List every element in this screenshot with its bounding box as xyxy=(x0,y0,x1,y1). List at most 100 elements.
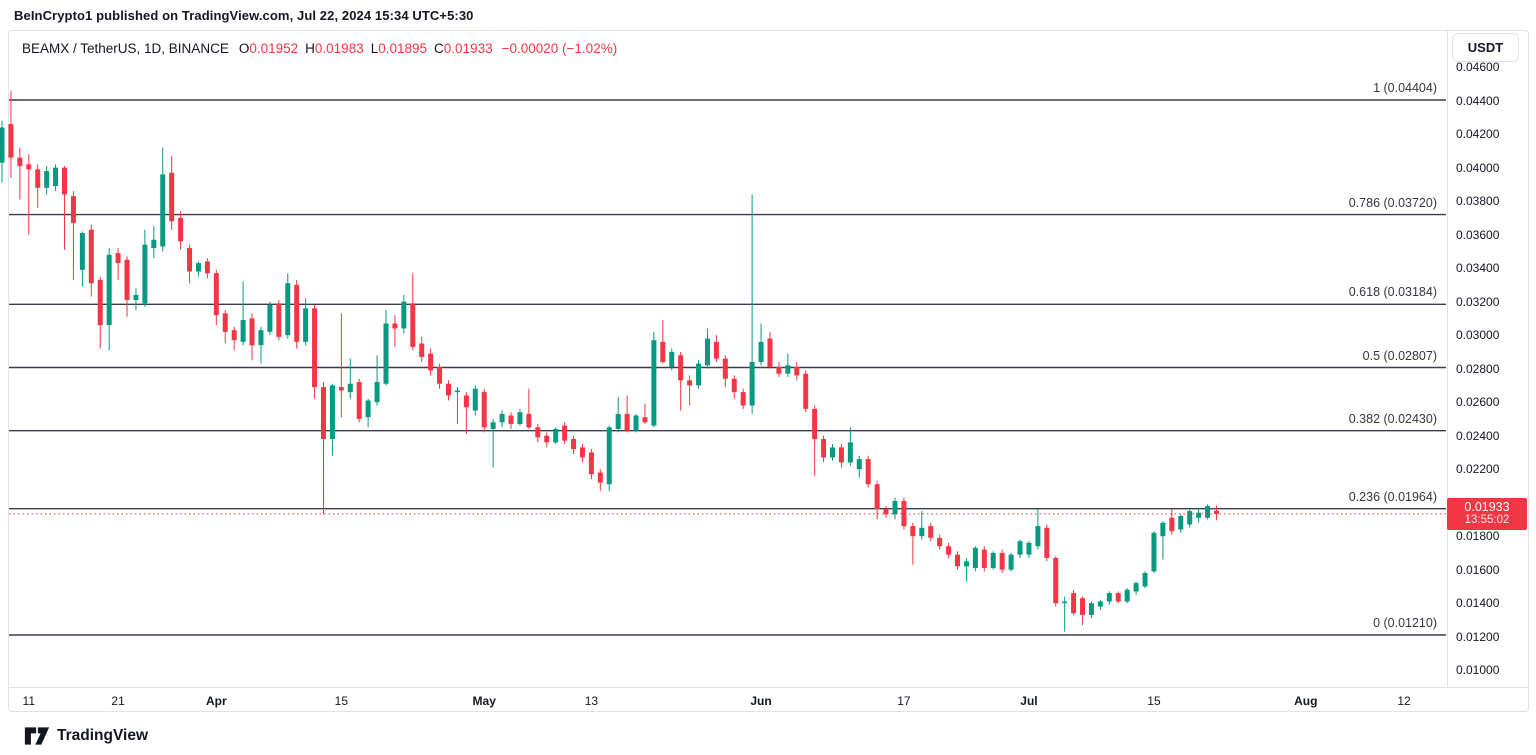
candle-body xyxy=(1205,506,1211,518)
candle-body xyxy=(1115,593,1121,602)
candle-body xyxy=(633,415,639,431)
tradingview-footer-link[interactable]: TradingView xyxy=(24,726,148,746)
price-tick-label: 0.03600 xyxy=(1456,227,1500,242)
last-price-badge: 0.01933 13:55:02 xyxy=(1447,497,1527,530)
candle-body xyxy=(35,169,41,188)
price-tick-label: 0.02800 xyxy=(1456,361,1500,376)
candle-body xyxy=(365,400,371,418)
candle-body xyxy=(919,527,925,537)
time-tick-label-month: Jun xyxy=(750,694,772,708)
fib-label-1: 1 (0.04404) xyxy=(1373,81,1437,95)
change-value: −0.00020 (−1.02%) xyxy=(501,41,618,56)
candle-body xyxy=(437,366,443,384)
candle-body xyxy=(812,408,818,440)
candle-body xyxy=(133,294,139,300)
currency-toggle-button[interactable]: USDT xyxy=(1452,33,1519,62)
time-tick-label: 11 xyxy=(22,694,36,708)
price-tick-label: 0.04400 xyxy=(1456,93,1500,108)
candle-body xyxy=(454,390,460,393)
candle-body xyxy=(383,323,389,384)
candle-body xyxy=(285,283,291,336)
candle-body xyxy=(847,442,853,463)
candle-body xyxy=(892,500,898,515)
candle-body xyxy=(803,373,809,409)
candle-body xyxy=(106,254,112,326)
attribution-text: BeInCrypto1 published on TradingView.com… xyxy=(14,8,474,23)
candle-body xyxy=(544,435,550,443)
candle-body xyxy=(204,261,210,274)
candle-body xyxy=(1106,593,1112,602)
candle-body xyxy=(704,338,710,366)
time-tick-label: 15 xyxy=(334,694,349,708)
candle-body xyxy=(240,320,246,342)
candle-body xyxy=(88,229,94,284)
candle-body xyxy=(490,422,496,429)
candle-body xyxy=(338,387,344,391)
candle-body xyxy=(829,447,835,458)
candle-body xyxy=(1178,516,1184,530)
price-tick-label: 0.04000 xyxy=(1456,160,1500,175)
time-tick-label-month: Jul xyxy=(1020,694,1038,708)
fib-label-0.382: 0.382 (0.02430) xyxy=(1348,411,1437,426)
candle-body xyxy=(660,341,666,362)
price-tick-label: 0.01200 xyxy=(1456,629,1500,644)
candle-body xyxy=(517,412,523,424)
candle-body xyxy=(669,351,675,367)
open-label: O xyxy=(238,41,250,56)
candle-body xyxy=(1088,603,1094,615)
candle-body xyxy=(767,338,773,367)
candle-body xyxy=(294,284,300,342)
candle-body xyxy=(446,383,451,396)
candle-body xyxy=(696,363,702,386)
time-tick-label: 12 xyxy=(1397,694,1411,708)
candle-body xyxy=(740,392,746,406)
fib-label-0.618: 0.618 (0.03184) xyxy=(1348,285,1437,300)
candle-body xyxy=(838,447,844,463)
close-value: 0.01933 xyxy=(443,41,493,56)
candle-body xyxy=(8,124,14,158)
candle-body xyxy=(499,413,505,423)
time-tick-label: 13 xyxy=(584,694,599,708)
candle-body xyxy=(1160,522,1166,537)
symbol-title: BEAMX / TetherUS, 1D, BINANCE xyxy=(22,41,229,56)
time-tick-label: 17 xyxy=(897,694,911,708)
candle-body xyxy=(794,366,800,376)
high-value: 0.01983 xyxy=(314,41,364,56)
candle-body xyxy=(1017,541,1023,555)
price-tick-label: 0.03800 xyxy=(1456,194,1500,209)
candle-body xyxy=(481,392,487,428)
price-tick-label: 0.01800 xyxy=(1456,529,1500,544)
candle-body xyxy=(579,447,585,458)
candle-body xyxy=(553,428,559,443)
candle-body xyxy=(606,427,612,485)
candle-body xyxy=(303,308,309,342)
price-tick-label: 0.03000 xyxy=(1456,328,1500,343)
candle-body xyxy=(972,547,978,568)
candle-body xyxy=(562,425,568,441)
price-tick-label: 0.02400 xyxy=(1456,428,1500,443)
candle-body xyxy=(401,301,407,329)
candle-body xyxy=(160,174,166,247)
candle-body xyxy=(1008,554,1014,570)
candle-body xyxy=(222,313,228,332)
candle-body xyxy=(356,382,362,419)
candle-body xyxy=(0,127,5,163)
candle-body xyxy=(17,157,23,166)
candle-body xyxy=(62,167,68,195)
candle-body xyxy=(249,318,255,346)
candle-body xyxy=(928,526,934,538)
price-tick-label: 0.01600 xyxy=(1456,562,1500,577)
candle-body xyxy=(1169,517,1175,532)
candle-body xyxy=(597,472,603,483)
candle-body xyxy=(53,167,59,187)
candle-body xyxy=(276,303,282,337)
candle-body xyxy=(776,366,782,374)
low-label: L xyxy=(370,41,379,56)
candle-body xyxy=(267,305,273,332)
candle-body xyxy=(865,459,871,485)
candle-body xyxy=(79,232,85,270)
candle-body xyxy=(213,273,219,316)
candle-body xyxy=(70,196,76,223)
candle-body xyxy=(508,415,514,424)
